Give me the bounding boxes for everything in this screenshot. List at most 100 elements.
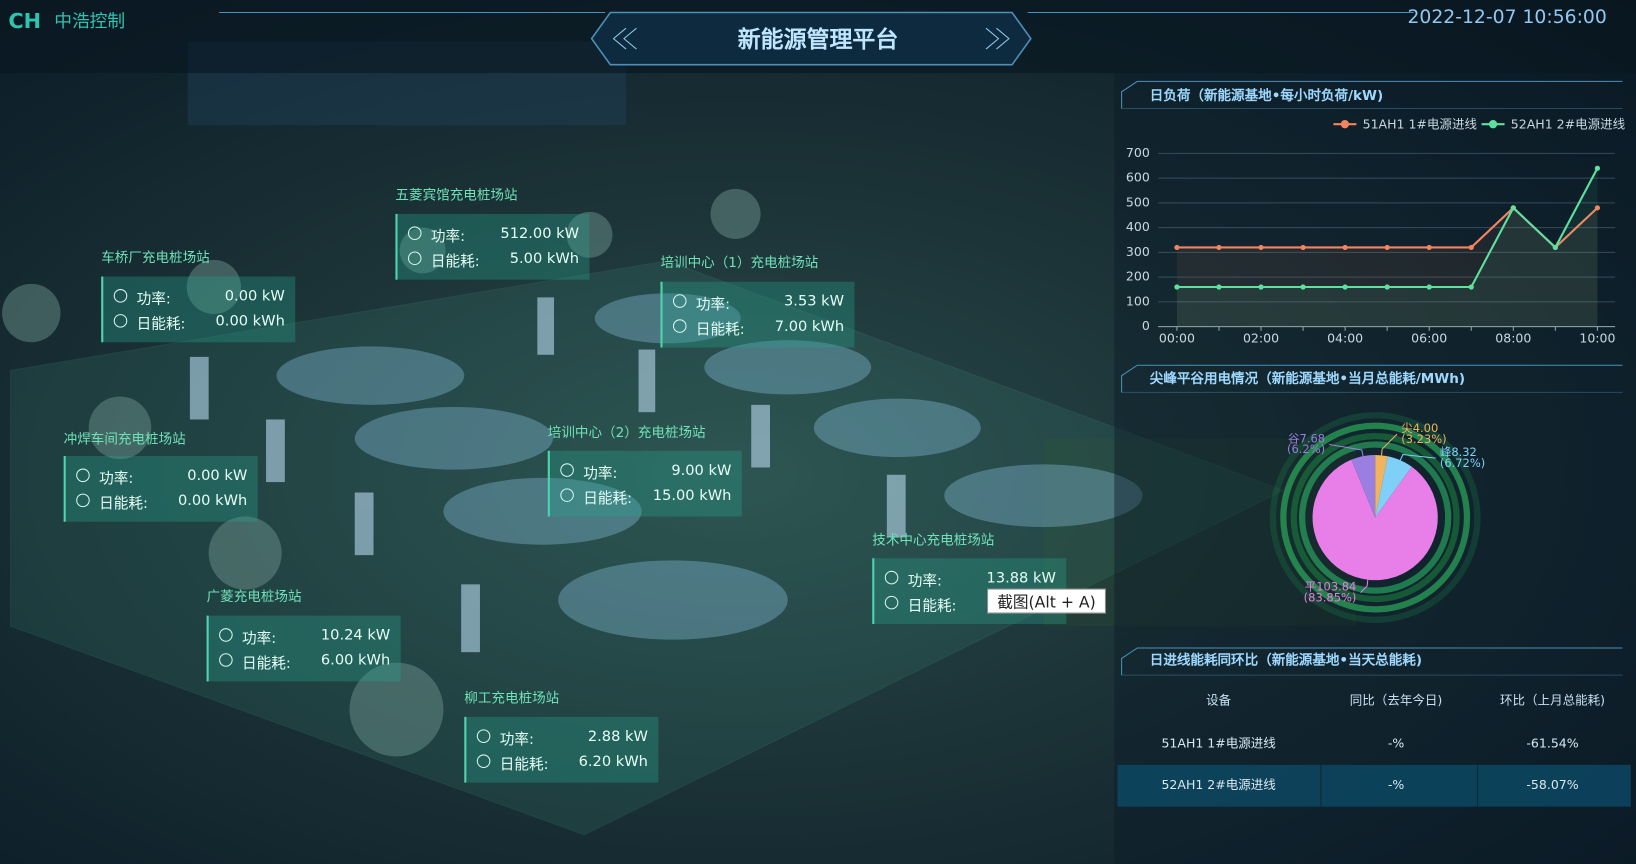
station-row: 功率: 13.88 kW (884, 568, 1056, 591)
station-row: 功率: 9.00 kW (560, 460, 731, 483)
icon (476, 754, 491, 769)
station-row: 日能耗: 0.00 kWh (76, 490, 247, 513)
icon (560, 463, 574, 477)
table: 设备 同比（去年今日) 环比（上月总能耗) 51AH1 1#电源进线 -% -61.54%… (1117, 693, 1631, 807)
energy-value: 15.00 kWh (652, 487, 732, 505)
point (1216, 244, 1222, 251)
energy-label: 日能耗: (583, 490, 632, 508)
logo-text: 中浩控制 (54, 11, 125, 32)
platform (9, 260, 1285, 836)
table-header: 同比（去年今日) (1350, 693, 1442, 708)
icon (560, 488, 574, 502)
station-card: 功率: 3.53 kW 日能耗: 7.00 kWh (660, 281, 855, 348)
power-value: 0.00 kW (187, 467, 248, 485)
pie-label: 平103.84 (1305, 579, 1357, 593)
table-cell: -% (1388, 777, 1405, 792)
energy-value: 0.00 kWh (215, 313, 285, 330)
pie-category: 平 (1305, 579, 1316, 593)
station-name: 培训中心（1）充电桩场站 (660, 255, 819, 272)
legend-label: 52AH1 2#电源进线 (1511, 117, 1626, 132)
icon (884, 595, 899, 610)
energy-label: 日能耗: (499, 756, 549, 774)
point (1384, 244, 1390, 251)
table-cell: -58.07% (1526, 777, 1578, 792)
chevrons (612, 27, 1010, 50)
energy-value: 5.00 kWh (509, 250, 580, 268)
datetime: 2022-12-07 10:56:00 (1407, 7, 1606, 28)
station-row: 日能耗: (884, 593, 1056, 616)
y-tick-label: 200 (1126, 269, 1150, 284)
leader-line (1399, 453, 1436, 461)
point (1468, 244, 1474, 251)
station-row: 日能耗: 6.20 kWh (476, 751, 648, 774)
y-tick-label: 600 (1126, 170, 1150, 185)
station-card: 功率: 9.00 kW 日能耗: 15.00 kWh (547, 450, 742, 517)
station-row: 日能耗: 7.00 kWh (672, 316, 845, 339)
station-card: 功率: 0.00 kW 日能耗: 0.00 kWh (63, 456, 258, 522)
station-row: 功率: 512.00 kW (407, 223, 580, 246)
energy-value: 0.00 kWh (177, 492, 248, 510)
power-label: 功率: (136, 291, 171, 308)
station-card: 功率: 2.88 kW 日能耗: 6.20 kWh (464, 716, 659, 783)
point (1174, 244, 1180, 251)
y-tick-label: 100 (1126, 293, 1150, 308)
panel-headers (1121, 80, 1623, 676)
energy-label: 日能耗: (242, 655, 291, 673)
x-tick-label: 06:00 (1411, 331, 1447, 346)
chart-title: 日负荷（新能源基地•每小时负荷/kW) (1150, 87, 1383, 104)
icon (407, 226, 422, 241)
icon (219, 653, 233, 667)
x-tick-label: 08:00 (1495, 331, 1531, 346)
station-name: 柳工充电桩场站 (464, 690, 560, 707)
station-card: 功率: 0.00 kW 日能耗: 0.00 kWh (101, 276, 296, 343)
icon (76, 493, 90, 508)
cars (276, 293, 1143, 640)
trees (2, 188, 761, 757)
icon (113, 314, 128, 328)
station-card: 功率: 10.24 kW 日能耗: 6.00 kWh (206, 615, 401, 682)
pie-label: 峰8.32 (1440, 444, 1477, 458)
pie-percent: (83.85%) (1304, 590, 1357, 604)
pie-percent: (6.72%) (1440, 456, 1485, 470)
power-value: 0.00 kW (224, 288, 285, 305)
power-value: 9.00 kW (671, 462, 732, 479)
x-tick-label: 10:00 (1579, 331, 1615, 346)
power-label: 功率: (695, 296, 731, 314)
station-name: 车桥厂充电桩场站 (101, 250, 210, 267)
row-highlight (1117, 764, 1631, 807)
glow-ring (1290, 433, 1460, 603)
station-name: 冲焊车间充电桩场站 (63, 432, 186, 448)
power-value: 2.88 kW (587, 728, 648, 746)
power-value: 512.00 kW (500, 225, 580, 243)
icon (219, 628, 233, 642)
logo-mark: CH (8, 9, 41, 33)
station-row: 日能耗: 5.00 kWh (407, 248, 580, 271)
power-value: 3.53 kW (784, 293, 845, 310)
pie-percent: (6.2%) (1287, 442, 1325, 456)
icon (407, 251, 422, 266)
pie-chart: 尖4.00(3.23%)峰8.32(6.72%) 平103.84(83.85%) 谷… (1269, 412, 1485, 623)
energy-value: 7.00 kWh (774, 318, 845, 335)
station-row: 功率: 0.00 kW (113, 286, 285, 309)
title-frame (590, 11, 1032, 66)
icon (76, 468, 90, 483)
station-name: 培训中心（2）充电桩场站 (547, 425, 706, 442)
point (1594, 165, 1601, 171)
station-row: 功率: 0.00 kW (76, 465, 247, 488)
icon (113, 289, 128, 303)
icon (672, 294, 687, 308)
table-title: 日进线能耗同环比（新能源基地•当天总能耗) (1150, 652, 1422, 669)
x-tick-label: 00:00 (1159, 331, 1195, 346)
power-label: 功率: (430, 228, 466, 246)
pie-label: 尖4.00 (1401, 420, 1438, 434)
screenshot-tooltip: 截图(Alt + A) (987, 588, 1106, 614)
glow-ring (1269, 412, 1481, 623)
pie-value: 103.84 (1316, 579, 1356, 593)
point (1510, 205, 1516, 211)
station-row: 日能耗: 15.00 kWh (560, 485, 731, 508)
table-cell: -% (1388, 736, 1405, 751)
station-row: 功率: 3.53 kW (672, 291, 845, 314)
y-tick-label: 700 (1126, 145, 1150, 160)
table-header: 设备 (1206, 693, 1232, 708)
